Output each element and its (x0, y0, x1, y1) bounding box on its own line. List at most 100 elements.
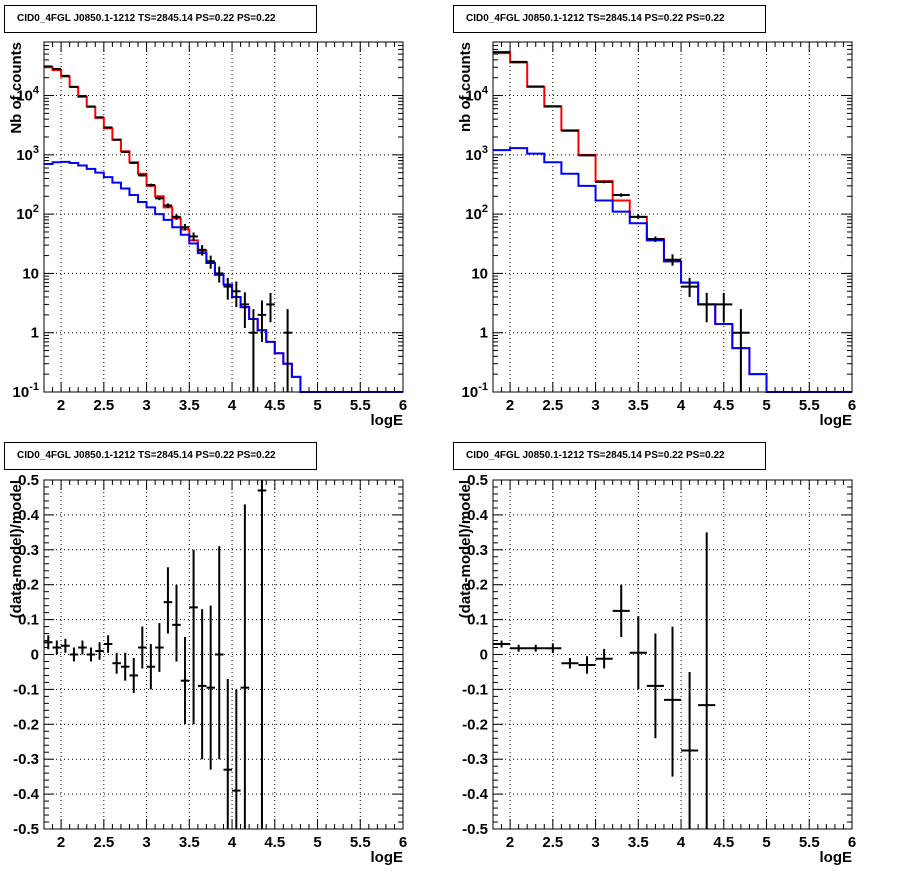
data-point (223, 277, 233, 300)
y-tick-label: -0.3 (13, 751, 39, 768)
data-point (44, 635, 53, 650)
y-tick-label: -0.3 (462, 751, 488, 768)
data-point (69, 647, 79, 662)
data-point (129, 657, 139, 693)
y-tick-label: 0.2 (467, 577, 488, 594)
residuals-chart-left: 2 2.5 3 3.5 4 4.5 5 5.5 6 -0.5 -0.4 -0.3 -0.2 -0.1 0 0.… (8, 472, 407, 866)
y-tick-label: 10 (22, 265, 39, 282)
x-tick-label: 3 (591, 397, 599, 414)
data-point (214, 546, 224, 760)
x-tick-label: 4.5 (264, 834, 285, 851)
data-point (240, 504, 250, 829)
data-point (646, 633, 664, 739)
panel-title: CID0_4FGL J0850.1-1212 TS=2845.14 PS=0.2… (4, 5, 317, 33)
y-tick-label: -0.4 (462, 786, 489, 803)
data-point (138, 626, 147, 669)
data-point (61, 638, 70, 653)
y-tick-label: 0 (31, 647, 39, 664)
data-point (172, 584, 181, 662)
x-tick-label: 5 (762, 834, 770, 851)
x-tick-label: 5 (313, 397, 321, 414)
x-tick-label: 2 (57, 834, 65, 851)
y-tick-label: 104 (16, 85, 40, 105)
x-tick-label: 3.5 (179, 834, 200, 851)
data-point (146, 644, 156, 690)
y-axis-label: nb of counts (457, 42, 474, 132)
data-point (578, 154, 596, 157)
y-tick-label: 0.3 (18, 542, 39, 559)
data-point (681, 277, 699, 298)
y-tick-label: 1 (480, 325, 488, 342)
data-point (95, 116, 104, 119)
data-point (95, 642, 104, 660)
y-tick-label: 0.5 (467, 472, 488, 489)
x-tick-label: 5 (313, 834, 321, 851)
data-point (103, 126, 113, 129)
x-tick-label: 2 (57, 397, 65, 414)
x-axis-label: logE (820, 849, 853, 866)
x-tick-label: 3.5 (179, 397, 200, 414)
data-point (52, 640, 62, 655)
data-point (698, 292, 716, 323)
data-point (595, 648, 613, 669)
data-point (663, 626, 682, 777)
data-point (240, 292, 250, 329)
x-tick-label: 2.5 (93, 397, 114, 414)
x-tick-label: 2.5 (542, 834, 563, 851)
data-point (163, 203, 173, 208)
data-point (197, 609, 207, 760)
x-tick-label: 4 (228, 834, 237, 851)
data-point (120, 150, 130, 153)
data-point (493, 640, 511, 648)
y-tick-label: 10 (471, 265, 488, 282)
data-point (197, 245, 207, 256)
x-tick-label: 4 (677, 397, 686, 414)
data-point (578, 656, 596, 674)
y-axis-label: Nb of counts (8, 42, 25, 134)
data-point (544, 105, 562, 108)
y-tick-label: 104 (465, 85, 489, 105)
y-tick-label: 0.4 (18, 507, 40, 524)
counts-chart-left: 2 2.5 3 3.5 4 4.5 5 5.5 6 10-1 1 10 102 103 104 logE Nb … (8, 41, 407, 429)
data-point (527, 644, 545, 652)
data-point (206, 255, 215, 269)
data-point (172, 214, 181, 220)
data-point (232, 689, 241, 829)
x-tick-label: 4 (677, 834, 686, 851)
y-tick-label: -0.1 (13, 681, 39, 698)
data-point (120, 652, 130, 681)
y-tick-label: 102 (465, 203, 488, 223)
x-tick-label: 2.5 (93, 834, 114, 851)
y-tick-label: 0.1 (467, 612, 488, 629)
data-point (206, 605, 215, 770)
x-axis-label: logE (371, 412, 404, 429)
data-point (189, 549, 198, 725)
panel-title: CID0_4FGL J0850.1-1212 TS=2845.14 PS=0.2… (4, 442, 317, 470)
x-tick-label: 6 (399, 834, 407, 851)
data-point (129, 161, 139, 164)
plot-frame (492, 479, 853, 830)
x-tick-label: 2 (506, 834, 514, 851)
x-tick-label: 6 (848, 834, 856, 851)
data-point (103, 635, 113, 653)
plot-frame (43, 479, 404, 830)
y-tick-label: 102 (16, 203, 39, 223)
data-point (646, 236, 664, 242)
data-point (681, 671, 699, 829)
data-point (180, 224, 190, 231)
data-point (78, 95, 87, 98)
data-point (112, 138, 121, 141)
panel-title: CID0_4FGL J0850.1-1212 TS=2845.14 PS=0.2… (453, 5, 766, 33)
x-tick-label: 6 (399, 397, 407, 414)
data-point (510, 644, 528, 652)
data-point (561, 129, 579, 132)
data-point (138, 174, 147, 177)
data-point (715, 292, 733, 323)
data-point (629, 616, 647, 690)
data-point (180, 637, 190, 725)
plot-frame (43, 41, 404, 393)
x-tick-label: 3 (142, 834, 150, 851)
y-tick-label: -0.2 (13, 716, 39, 733)
x-tick-label: 5.5 (799, 397, 820, 414)
